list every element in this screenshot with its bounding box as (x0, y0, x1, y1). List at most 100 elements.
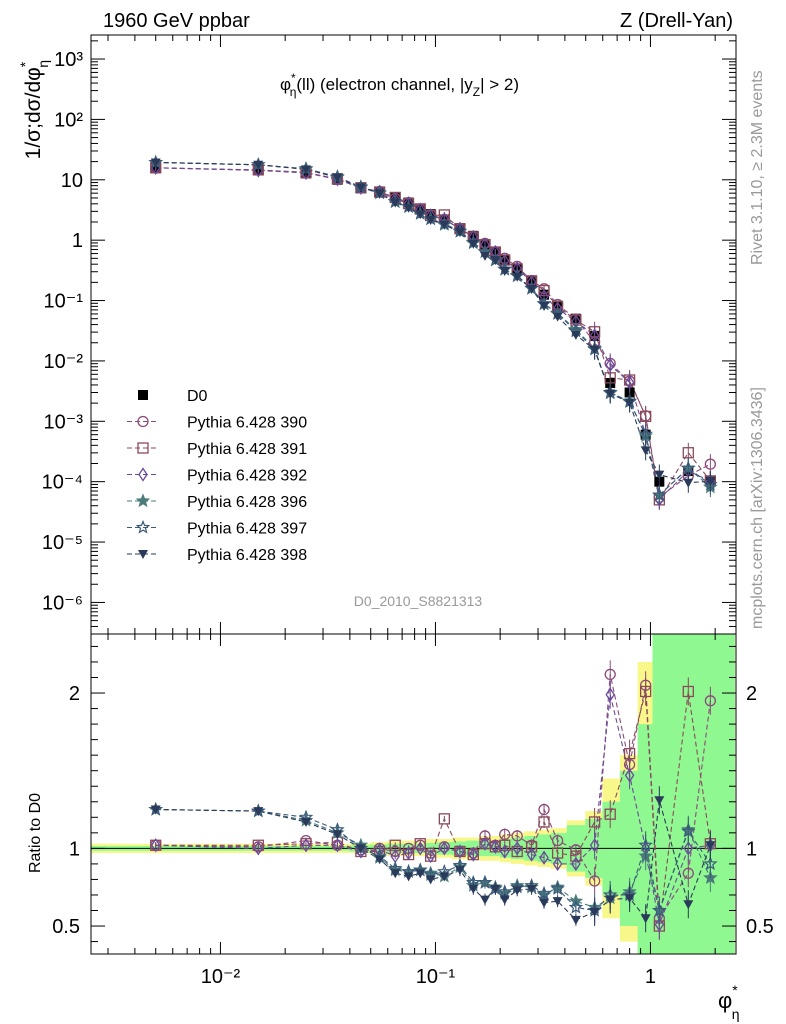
data-point-ratio (551, 834, 564, 847)
plot-title: φ* η(ll) (electron channel, |yZ| > 2) (280, 71, 519, 99)
data-point-ratio (571, 856, 581, 872)
y-tick-label: 1 (72, 230, 83, 252)
data-point-main (468, 239, 479, 249)
data-point-ratio (301, 817, 311, 827)
data-point-main (624, 398, 635, 408)
data-point-main (654, 470, 665, 480)
tick-labels: 10⁻² 10⁻¹ 1 10⁻⁶ 10⁻⁵ 10⁻⁴ 10⁻³ 10⁻² 10⁻¹ 1 10 10² 1… (42, 49, 774, 988)
y-tick-label: 10⁻⁴ (42, 472, 83, 494)
data-point-ratio (438, 813, 450, 825)
analysis-id-label: D0_2010_S8821313 (354, 593, 483, 609)
header-left-label: 1960 GeV ppbar (103, 10, 250, 32)
data-point-main (683, 478, 694, 488)
data-point-ratio (589, 838, 600, 853)
legend-label: Pythia 6.428 392 (187, 468, 307, 485)
data-point-ratio (512, 886, 523, 896)
legend-marker (135, 493, 151, 508)
y-tick-label: 10⁻² (44, 351, 84, 373)
data-point-ratio (682, 685, 694, 698)
data-point-ratio (604, 668, 616, 681)
data-point-main (150, 158, 161, 168)
x-tick-label: 10⁻¹ (416, 966, 456, 988)
data-point-ratio (605, 895, 616, 905)
x-tick-label: 10⁻² (201, 966, 241, 988)
data-point-ratio (652, 902, 667, 917)
data-point-main (605, 357, 616, 373)
data-point-main (704, 458, 717, 470)
data-point-ratio (439, 872, 450, 882)
data-point-ratio (455, 844, 465, 859)
data-point-ratio (499, 844, 510, 859)
data-point-ratio (425, 848, 436, 864)
data-point-ratio (552, 897, 563, 907)
data-point-main (681, 460, 696, 475)
data-point-ratio (604, 808, 616, 820)
legend-label: D0 (187, 388, 208, 405)
legend: D0 Pythia 6.428 390 Pythia 6.428 391 Pythia… (127, 388, 307, 564)
data-point-ratio (511, 830, 523, 842)
data-point-ratio (439, 841, 450, 856)
rivet-label: Rivet 3.1.10, ≥ 2.3M events (749, 70, 766, 265)
data-point-ratio (536, 885, 552, 900)
ratio-axis-label: Ratio to D0 (27, 793, 44, 873)
legend-marker (138, 467, 148, 482)
y-axis-label: 1/σ;dσ/dφ* η (17, 60, 51, 159)
data-point-ratio (454, 866, 465, 876)
data-point-ratio (539, 850, 549, 865)
data-point-ratio (415, 869, 426, 879)
y-tick-label: 10 (61, 170, 83, 192)
ratio-tick-label: 1 (69, 838, 80, 860)
legend-marker (138, 390, 148, 400)
data-point-ratio (682, 867, 694, 879)
legend-marker (137, 415, 149, 428)
data-point-ratio (588, 816, 601, 828)
data-point-ratio (150, 805, 161, 815)
data-point-ratio (477, 874, 493, 889)
data-point-ratio (703, 856, 718, 871)
data-point-ratio (415, 841, 426, 856)
data-point-main (589, 345, 600, 355)
series-line-main-6 (155, 161, 711, 484)
data-point-main (526, 284, 537, 294)
axis-ticks (91, 35, 736, 954)
data-point-ratio (683, 841, 694, 856)
data-point-main (605, 389, 616, 399)
data-point-ratio (640, 914, 651, 924)
data-point-ratio (681, 823, 696, 838)
data-point-main (355, 183, 366, 193)
data-point-ratio (490, 839, 501, 854)
uncertainty-band-yellow (122, 634, 735, 954)
ratio-tick-label-right: 0.5 (746, 916, 774, 938)
data-point-ratio (355, 844, 366, 854)
data-point-ratio (538, 816, 550, 828)
data-point-main (570, 330, 581, 340)
data-point-ratio (570, 915, 581, 925)
header-right-label: Z (Drell-Yan) (620, 10, 733, 32)
y-tick-label: 10³ (54, 49, 83, 71)
data-point-ratio (654, 917, 665, 932)
data-point-ratio (332, 830, 343, 840)
data-point-ratio (332, 838, 343, 853)
data-point-ratio (705, 841, 716, 851)
data-point-main (539, 301, 550, 311)
data-point-main (638, 426, 653, 441)
data-point-main (332, 173, 343, 183)
data-point-ratio (605, 687, 616, 702)
data-point-main (454, 228, 465, 238)
data-point-ratio (624, 894, 635, 904)
data-point-ratio (403, 872, 414, 882)
data-point-ratio (499, 895, 510, 905)
data-point-ratio (468, 847, 479, 862)
data-point-ratio (640, 685, 652, 698)
legend-label: Pythia 6.428 391 (187, 441, 307, 458)
data-point-main (479, 251, 490, 261)
data-point-ratio (468, 884, 479, 894)
y-tick-label: 10⁻⁶ (42, 592, 83, 614)
data-point-main (705, 477, 716, 487)
data-point-ratio (526, 884, 537, 894)
ratio-panel-frame (90, 633, 737, 955)
legend-label: Pythia 6.428 396 (187, 494, 307, 511)
data-point-ratio (654, 796, 665, 806)
data-point-main (301, 165, 311, 175)
data-point-main (425, 215, 436, 225)
